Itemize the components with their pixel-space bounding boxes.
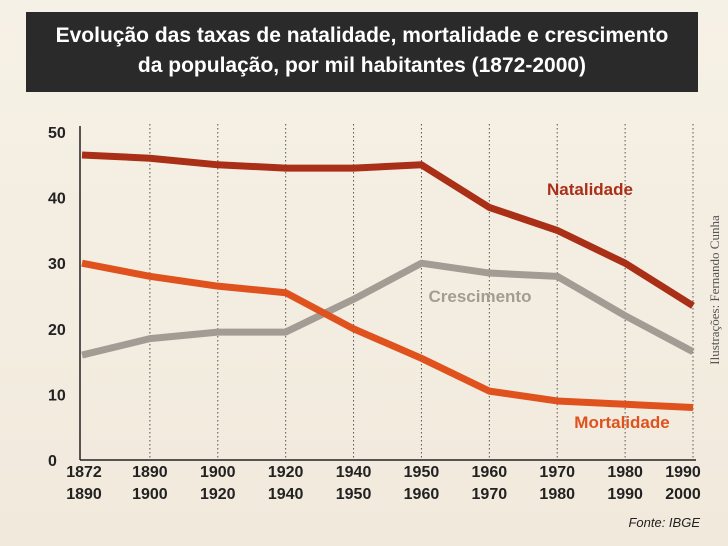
x-tick-label: 1900 1920 bbox=[200, 464, 236, 503]
series-label-natalidade: Natalidade bbox=[547, 180, 633, 199]
source-note: Fonte: IBGE bbox=[628, 515, 700, 530]
y-tick-label: 40 bbox=[48, 191, 66, 208]
y-tick-label: 30 bbox=[48, 256, 66, 273]
x-tick-label: 1872 1890 bbox=[66, 464, 102, 503]
chart-title-line-2: da população, por mil habitantes (1872-2… bbox=[137, 54, 587, 77]
x-tick-label: 1920 1940 bbox=[268, 464, 304, 503]
grid bbox=[149, 124, 694, 460]
y-tick-label: 0 bbox=[48, 453, 57, 470]
x-tick-label: 1960 1970 bbox=[472, 464, 508, 503]
series-line-mortalidade bbox=[81, 259, 694, 412]
y-tick-label: 10 bbox=[48, 387, 66, 404]
axes: 0 10 20 30 40 50 1872 1890 1890 1900 1900 1920 1920 1… bbox=[48, 125, 701, 503]
x-tick-label: 1990 2000 bbox=[665, 464, 701, 503]
chart-title-line-1: Evolução das taxas de natalidade, mortal… bbox=[55, 24, 669, 47]
y-tick-label: 50 bbox=[48, 125, 66, 142]
illustration-credit: Ilustrações: Fernando Cunha bbox=[707, 215, 722, 365]
x-tick-label: 1950 1960 bbox=[404, 464, 440, 503]
x-tick-label: 1890 1900 bbox=[132, 464, 168, 503]
series-lines bbox=[81, 151, 695, 412]
y-tick-label: 20 bbox=[48, 322, 66, 339]
series-label-mortalidade: Mortalidade bbox=[574, 413, 669, 432]
x-tick-label: 1940 1950 bbox=[336, 464, 372, 503]
x-tick-label: 1980 1990 bbox=[607, 464, 643, 503]
x-tick-label: 1970 1980 bbox=[539, 464, 575, 503]
chart-title: Evolução das taxas de natalidade, mortal… bbox=[26, 12, 698, 92]
series-line-crescimento bbox=[81, 259, 695, 359]
series-label-crescimento: Crescimento bbox=[429, 287, 532, 306]
series-line-natalidade bbox=[81, 151, 695, 309]
series-labels: Natalidade Crescimento Mortalidade bbox=[429, 180, 670, 432]
